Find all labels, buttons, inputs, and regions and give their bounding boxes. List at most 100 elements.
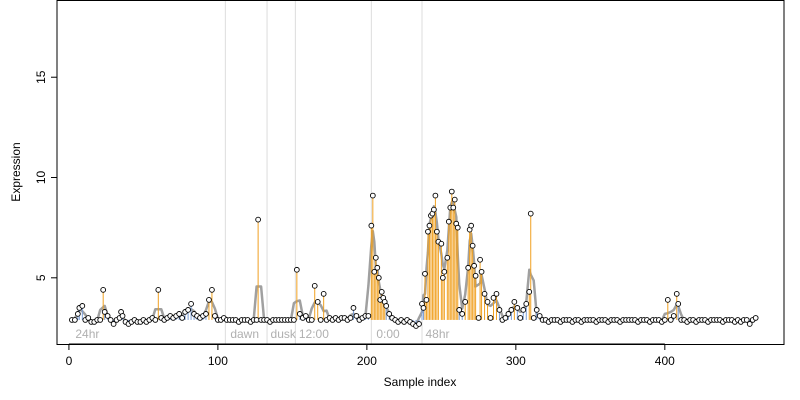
data-point [152,317,159,323]
data-point [119,313,126,319]
data-point [746,321,753,327]
data-point [416,321,422,327]
data-point [426,222,433,229]
x-axis: 0 100 200 300 400 [66,343,675,368]
data-point [477,256,483,263]
y-tick-label: 15 [34,70,48,84]
data-point [496,307,503,313]
data-point [481,291,488,297]
data-point [526,288,533,295]
data-point [85,315,92,321]
data-point [448,188,455,195]
data-point [374,264,381,271]
data-point [311,282,318,289]
data-point [101,309,108,315]
data-point [212,313,218,319]
data-point [444,254,451,261]
data-point [459,311,466,317]
data-point [72,317,78,323]
data-point [365,313,372,319]
data-point [533,307,540,313]
data-point [468,222,475,229]
data-point [107,317,114,323]
region-label: 0:00 [376,327,400,341]
x-tick-label: 100 [208,354,228,368]
data-point [465,264,472,271]
data-point [478,268,485,275]
region-label: 12:00 [299,327,329,341]
x-tick-label: 200 [357,354,377,368]
y-axis: 5 10 15 [34,70,58,281]
data-point [368,222,375,229]
x-axis-title: Sample index [384,375,457,389]
data-point [100,286,107,293]
data-point [155,286,162,293]
data-point [308,317,315,323]
data-point [422,270,428,277]
data-point [434,228,440,235]
data-point [484,299,491,305]
data-point [530,315,537,321]
data-point [188,301,194,307]
data-point [75,311,81,317]
data-point [314,299,321,305]
data-point [353,313,360,319]
data-point [347,315,354,321]
region-labels: 24hr dawn dusk 12:00 0:00 48hr [75,327,449,341]
x-tick-label: 400 [655,354,675,368]
data-point [296,311,303,317]
data-point [255,216,261,223]
data-point [670,313,677,319]
data-point [673,291,680,297]
data-point [505,311,512,317]
data-point [471,262,477,269]
data-point [350,305,357,311]
data-point [661,317,668,323]
data-point [431,206,437,213]
data-point [523,301,530,307]
data-point [104,313,111,319]
region-label: dusk [271,327,297,341]
data-point [536,313,543,319]
data-point [667,317,674,323]
data-point [432,192,439,199]
data-point [291,317,297,323]
data-point [185,307,191,313]
data-point [511,299,518,305]
x-tick-label: 0 [66,354,73,368]
y-axis-title: Expression [9,142,23,201]
data-point [369,192,376,199]
data-point [375,274,382,281]
data-point [456,307,463,313]
data-point [675,301,682,307]
data-point [320,291,327,297]
data-point [378,288,385,295]
data-point [493,291,500,297]
data-point [451,196,458,203]
data-point [302,313,309,319]
data-point [490,295,497,301]
data-point [454,224,461,231]
data-point [386,311,393,317]
data-point [317,317,324,323]
data-point [383,303,390,309]
data-point [664,297,671,303]
data-point [475,315,482,321]
data-point [420,305,427,311]
data-point [79,303,86,309]
y-tick-label: 5 [34,274,48,281]
data-point [294,266,300,273]
data-point [487,315,494,321]
data-point [176,311,183,317]
data-point [438,240,445,247]
data-point [110,321,117,327]
data-point [743,317,750,323]
data-point [469,242,476,249]
x-tick-label: 300 [506,354,526,368]
data-point [752,315,759,321]
data-point [206,297,212,303]
data-point [371,268,378,275]
data-point [462,299,469,305]
